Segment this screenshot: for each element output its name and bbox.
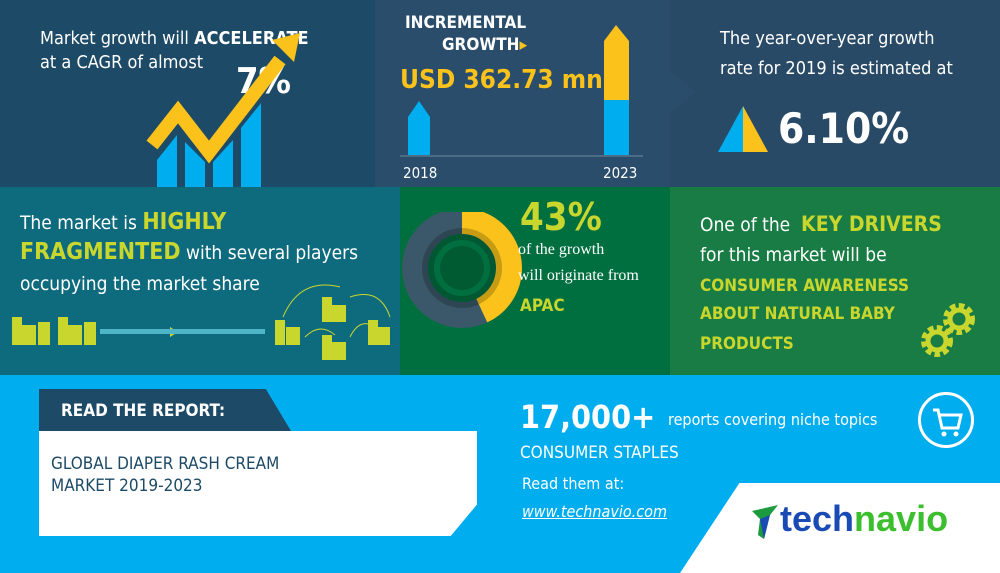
report-footer: READ THE REPORT: GLOBAL DIAPER RASH CREA… [0, 375, 1000, 573]
report-title-card[interactable]: GLOBAL DIAPER RASH CREAM MARKET 2019-202… [39, 431, 477, 536]
region-value: 43% [520, 195, 602, 239]
bar-2023-increment [604, 25, 629, 155]
yoy-value: 6.10% [778, 104, 910, 153]
incremental-title-2: GROWTH▸ [442, 35, 528, 55]
yoy-text-1: The year-over-year growth [720, 28, 935, 49]
fragmented-panel: The market is HIGHLY FRAGMENTED with sev… [0, 187, 400, 375]
cagr-text-2: at a CAGR of almost [40, 52, 204, 73]
category-label: CONSUMER STAPLES [520, 443, 679, 463]
fragmented-text-3: occupying the market share [20, 273, 260, 295]
buildings-icon [12, 284, 391, 360]
region-panel: 43% of the growth will originate from AP… [400, 187, 670, 375]
read-report-label: READ THE REPORT: [61, 401, 226, 421]
incremental-bars [400, 25, 643, 157]
read-them-label: Read them at: [522, 474, 625, 493]
report-count-text: reports covering niche topics [668, 410, 878, 429]
driver-line-2: ABOUT NATURAL BABY [700, 304, 895, 324]
incremental-title-1: INCREMENTAL [405, 13, 527, 33]
fragmented-text-2: FRAGMENTED with several players [20, 239, 359, 265]
cart-button[interactable] [918, 392, 974, 448]
report-count: 17,000+ [520, 398, 656, 436]
logo-area: technavio [680, 483, 1000, 573]
year-end: 2023 [603, 164, 638, 182]
fragmented-text-1: The market is HIGHLY [20, 209, 227, 235]
donut-chart [402, 212, 522, 328]
technavio-link[interactable]: www.technavio.com [522, 502, 667, 521]
incremental-growth-panel: INCREMENTAL GROWTH▸ USD 362.73 mn 2018 2… [375, 0, 670, 187]
incremental-value: USD 362.73 mn [400, 65, 603, 95]
region-name: APAC [520, 296, 565, 316]
report-title-2: MARKET 2019-2023 [51, 476, 203, 496]
drivers-text-1: One of the KEY DRIVERS [700, 212, 942, 236]
yoy-panel: The year-over-year growth rate for 2019 … [670, 0, 1000, 187]
play-icon: ▸ [519, 35, 528, 55]
technavio-logo-icon [752, 505, 778, 539]
region-text-2: will originate from [518, 267, 639, 284]
region-text-1: of the growth [518, 241, 605, 258]
cagr-panel: Market growth will ACCELERATE at a CAGR … [0, 0, 375, 187]
shopping-cart-icon [933, 408, 963, 437]
drivers-panel: One of the KEY DRIVERS for this market w… [670, 187, 1000, 375]
technavio-logo-text: technavio [780, 498, 949, 539]
yoy-text-2: rate for 2019 is estimated at [720, 58, 953, 79]
driver-line-3: PRODUCTS [700, 334, 794, 354]
report-title-1: GLOBAL DIAPER RASH CREAM [51, 454, 280, 474]
growth-arrow-icon [146, 33, 300, 187]
bar-2018 [408, 101, 430, 155]
read-report-tab: READ THE REPORT: [39, 389, 291, 431]
year-start: 2018 [403, 164, 438, 182]
gears-icon [921, 303, 975, 357]
drivers-text-2: for this market will be [700, 244, 887, 266]
driver-line-1: CONSUMER AWARENESS [700, 276, 909, 296]
donut-segment-apac [402, 212, 522, 328]
triangle-icon [718, 106, 768, 152]
bar-2023-base [604, 100, 629, 155]
